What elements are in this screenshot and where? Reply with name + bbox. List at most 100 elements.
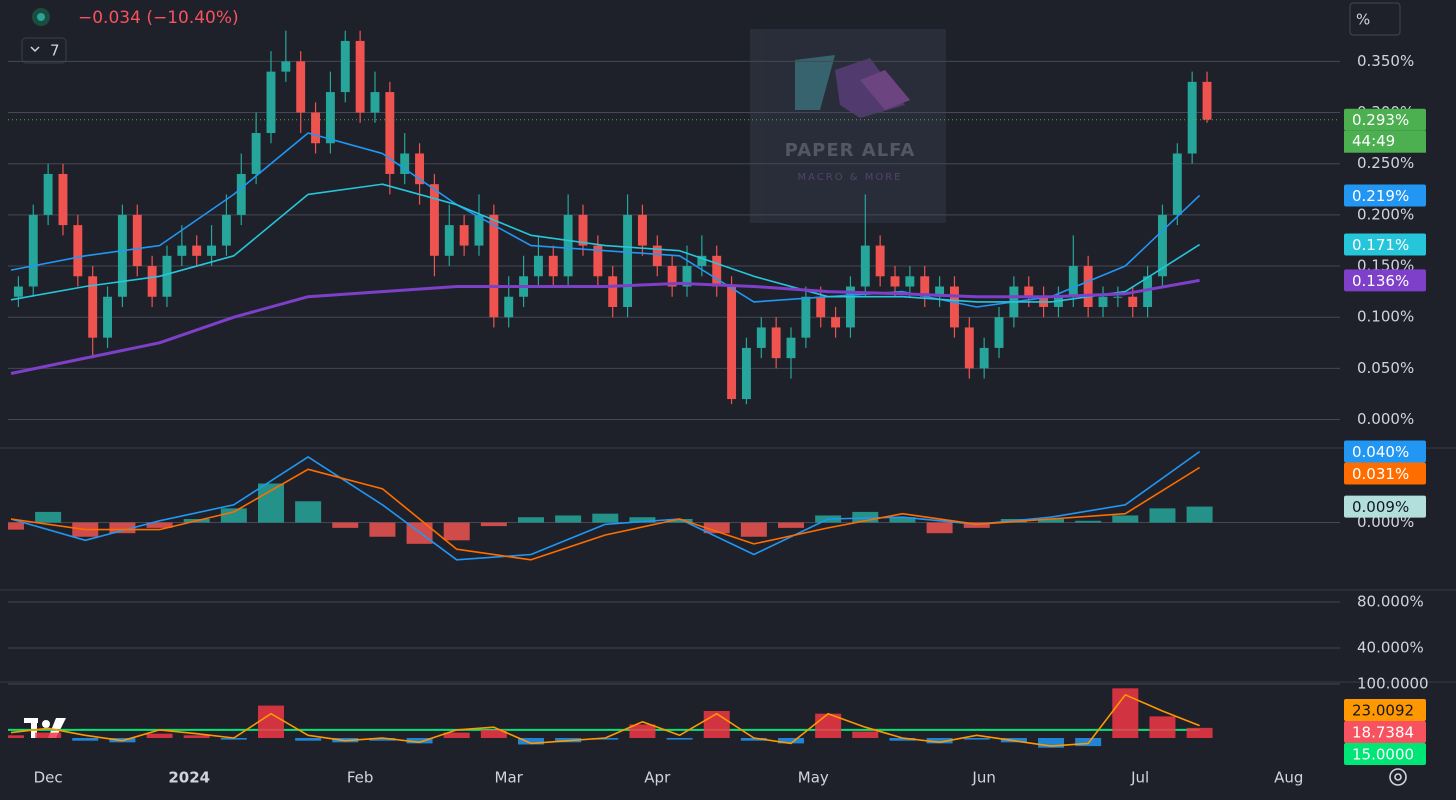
value-badge [1344,495,1426,518]
value-badge-label: 18.7384 [1352,724,1414,742]
histogram-bar [592,737,619,740]
candle-body [43,173,53,215]
candle-body [964,327,974,369]
value-badge [1344,184,1426,207]
histogram-bar [778,737,805,744]
pane [8,450,1340,561]
candle-body [875,245,885,277]
x-tick-label: Mar [495,769,524,787]
y-tick-label: 0.250% [1357,154,1414,172]
histogram-bar [1038,737,1065,748]
candle-body [578,214,588,246]
candle-body [415,153,425,185]
histogram-bar [666,737,693,740]
histogram-bar [703,522,730,534]
candle-body [1187,81,1197,154]
logo-part [42,720,50,728]
histogram-bar [1075,520,1102,523]
x-tick-label: Dec [34,769,63,787]
value-badge [1344,440,1426,463]
histogram-bar [220,737,247,740]
histogram-bar [926,522,953,534]
candle-body [504,296,514,318]
value-badge-label: 0.031% [1352,465,1409,483]
candle-body [207,245,217,256]
watermark: PAPER ALFA MACRO & MORE [750,29,946,223]
scale-mode: % [1356,11,1370,29]
candle-body [489,214,499,318]
histogram-bar [72,737,99,741]
logo-part [31,718,37,738]
histogram-bar [666,519,693,523]
candle-body [994,317,1004,348]
histogram-bar [109,522,136,534]
candle-body [816,296,826,318]
histogram-bar [183,735,210,738]
value-badge [1344,108,1426,131]
logo-shape [795,55,835,110]
candle-body [459,225,469,246]
candle-body [162,255,172,297]
histogram-bar [517,737,544,745]
candle-body [1024,286,1034,297]
pane [8,30,1340,421]
histogram-bar [963,522,990,528]
candle-body [727,286,737,400]
candle-body [890,276,900,287]
x-tick-label: May [798,769,829,787]
y-tick-label: 0.200% [1357,205,1414,223]
y-tick-label: 0.350% [1357,52,1414,70]
candle-body [13,286,23,297]
watermark-subtitle: MACRO & MORE [797,172,902,183]
candle-body [73,225,83,277]
candle-body [1083,266,1093,307]
settings-button[interactable] [1389,768,1407,786]
value-badge [1344,269,1426,292]
indicators-count: 7 [50,42,60,60]
y-tick-label: 100.0000 [1357,674,1429,692]
pane [8,683,1340,748]
histogram-bar [815,713,842,738]
candle-body [296,61,306,113]
candle-body [1068,266,1078,297]
histogram-bar [1186,506,1213,523]
candle-body [385,92,395,174]
candle-body [979,347,989,369]
candle-body [444,225,454,256]
indicators-toggle[interactable] [21,37,67,64]
price-change: −0.034 (−10.40%) [78,8,239,28]
histogram-bar [963,737,990,740]
value-badge-label: 0.219% [1352,187,1409,205]
candle-body [860,245,870,287]
candle-body [1172,153,1182,215]
scale-mode-button[interactable] [1349,2,1401,36]
value-badge-label: 0.009% [1352,498,1409,516]
candle-body [58,173,68,226]
histogram-bar [480,729,507,738]
histogram-bar [1112,515,1139,523]
histogram-bar [852,511,879,523]
histogram-bar [220,508,247,523]
histogram-bar [1112,688,1139,738]
indicator-line [10,278,1200,375]
histogram-bar [889,517,916,523]
histogram-bar [555,515,582,523]
candle-body [1143,276,1153,307]
histogram-bar [778,522,805,528]
histogram-bar [1038,519,1065,523]
candle-body [147,266,157,297]
value-badge [1344,743,1426,765]
histogram-bar [1075,737,1102,747]
candle-body [1128,296,1138,307]
candle-body [667,266,677,287]
watermark-box [750,29,946,223]
value-badge [1344,721,1426,743]
histogram-bar [146,733,173,738]
candle-body [311,112,321,144]
histogram-bar [1149,508,1176,523]
gear-icon [1394,773,1402,781]
candle-body [756,327,766,348]
candle-body [325,92,335,144]
histogram-bar [8,735,24,738]
